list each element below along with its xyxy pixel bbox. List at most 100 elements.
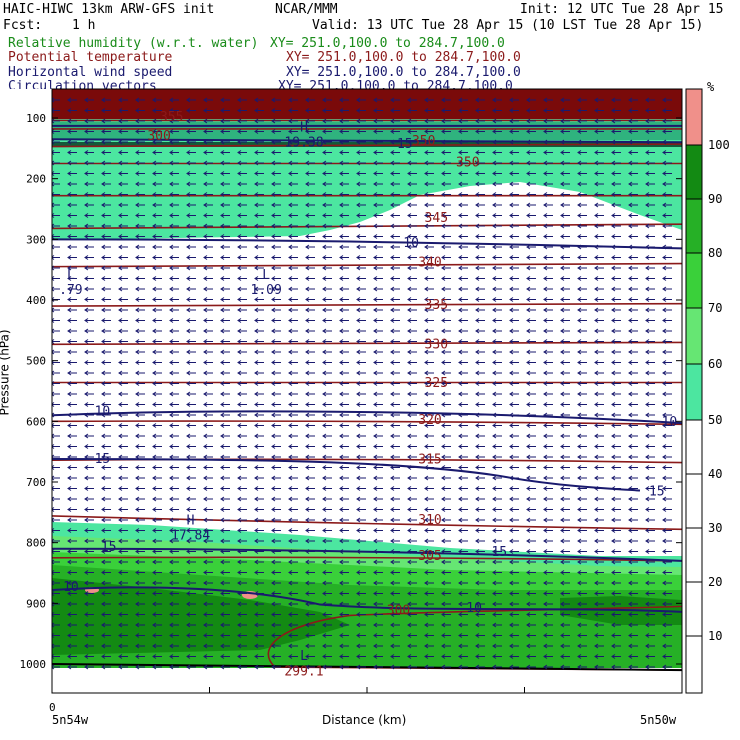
wind-vector-head [356, 622, 361, 628]
wind-vector-head [373, 402, 378, 407]
wind-vector-head [492, 244, 497, 250]
wind-vector-head [611, 129, 616, 134]
wind-vector-head [305, 559, 310, 565]
wind-vector-head [526, 633, 531, 638]
wind-vector-head [373, 181, 378, 187]
wind-vector-head [356, 360, 361, 365]
wind-vector-head [203, 349, 208, 355]
wind-vector-head [424, 486, 429, 491]
wind-vector-head [84, 171, 89, 176]
wind-vector-head [475, 507, 480, 512]
wind-vector-head [118, 528, 123, 533]
contour-label: 345 [425, 211, 448, 226]
wind-vector-head [526, 129, 531, 134]
wind-vector-head [305, 160, 310, 166]
wind-vector-head [52, 633, 55, 638]
wind-vector-head [543, 549, 548, 554]
wind-vector-head [356, 297, 361, 302]
contour-label: 300 [147, 129, 170, 144]
wind-vector-head [152, 486, 157, 491]
wind-vector-head [67, 444, 72, 449]
wind-vector-head [662, 234, 667, 239]
wind-vector-head [84, 339, 89, 344]
wind-vector-head [373, 202, 378, 208]
wind-vector-head [373, 150, 378, 155]
wind-vector-head [577, 171, 582, 176]
wind-vector-head [373, 276, 378, 281]
wind-vector-head [509, 108, 514, 113]
wind-vector-head [662, 391, 667, 397]
wind-vector-head [577, 591, 582, 596]
wind-vector-head [271, 349, 276, 355]
colorbar-segment [686, 89, 702, 145]
wind-vector-head [203, 370, 208, 376]
contour-label: 335 [425, 298, 448, 313]
wind-vector-head [339, 223, 344, 229]
wind-vector-head [594, 318, 599, 323]
wind-vector-head [339, 664, 344, 670]
wind-vector-head [169, 265, 174, 271]
wind-vector-head [577, 150, 582, 155]
wind-vector-head [84, 423, 89, 428]
wind-vector-head [305, 612, 310, 617]
wind-vector-head [509, 360, 514, 365]
wind-vector-head [135, 118, 140, 124]
wind-vector-head [152, 475, 157, 481]
wind-vector-head [186, 192, 191, 197]
wind-vector-head [135, 664, 140, 670]
wind-vector-head [645, 475, 650, 481]
wind-vector-head [577, 255, 582, 260]
wind-vector-head [509, 234, 514, 239]
rh-top-band [52, 89, 682, 119]
wind-vector-head [475, 349, 480, 355]
wind-vector-head [305, 150, 310, 155]
wind-vector-head [237, 643, 242, 649]
wind-vector-head [611, 454, 616, 460]
wind-vector-head [475, 171, 480, 176]
wind-vector-head [390, 192, 395, 197]
wind-vector-head [475, 549, 480, 554]
wind-vector-head [475, 444, 480, 449]
colorbar-label: 10 [708, 629, 722, 643]
wind-vector-head [390, 528, 395, 533]
wind-vector-head [322, 181, 327, 187]
wind-vector-head [458, 381, 463, 386]
wind-vector-head [186, 360, 191, 365]
wind-vector-head [237, 255, 242, 260]
wind-vector-head [203, 276, 208, 281]
wind-vector-head [118, 360, 123, 365]
wind-vector-head [645, 601, 650, 607]
wind-vector-head [254, 633, 259, 638]
wind-vector-head [322, 391, 327, 397]
wind-vector-head [441, 192, 446, 197]
wind-vector-head [407, 402, 412, 407]
wind-vector-head [169, 580, 174, 586]
wind-vector-head [322, 297, 327, 302]
colorbar-segment [686, 636, 702, 693]
wind-vector-head [152, 580, 157, 586]
wind-vector-head [186, 328, 191, 334]
wind-vector-head [52, 234, 55, 239]
wind-vector-head [373, 465, 378, 470]
wind-vector-head [356, 664, 361, 670]
wind-vector-head [628, 580, 633, 586]
wind-vector-head [424, 171, 429, 176]
wind-vector-head [67, 108, 72, 113]
wind-vector-head [407, 570, 412, 575]
wind-vector-head [135, 202, 140, 208]
wind-vector-head [186, 465, 191, 470]
wind-vector-head [441, 559, 446, 565]
wind-vector-head [458, 559, 463, 565]
wind-vector-head [135, 339, 140, 344]
wind-vector-head [356, 580, 361, 586]
wind-vector-head [424, 244, 429, 250]
wind-vector-head [424, 339, 429, 344]
wind-vector-head [526, 591, 531, 596]
wind-vector-head [475, 654, 480, 659]
wind-vector-head [526, 381, 531, 386]
wind-vector-head [339, 612, 344, 617]
wind-vector-head [203, 402, 208, 407]
wind-vector-head [662, 360, 667, 365]
wind-vector-head [628, 339, 633, 344]
wind-vector-head [373, 244, 378, 250]
